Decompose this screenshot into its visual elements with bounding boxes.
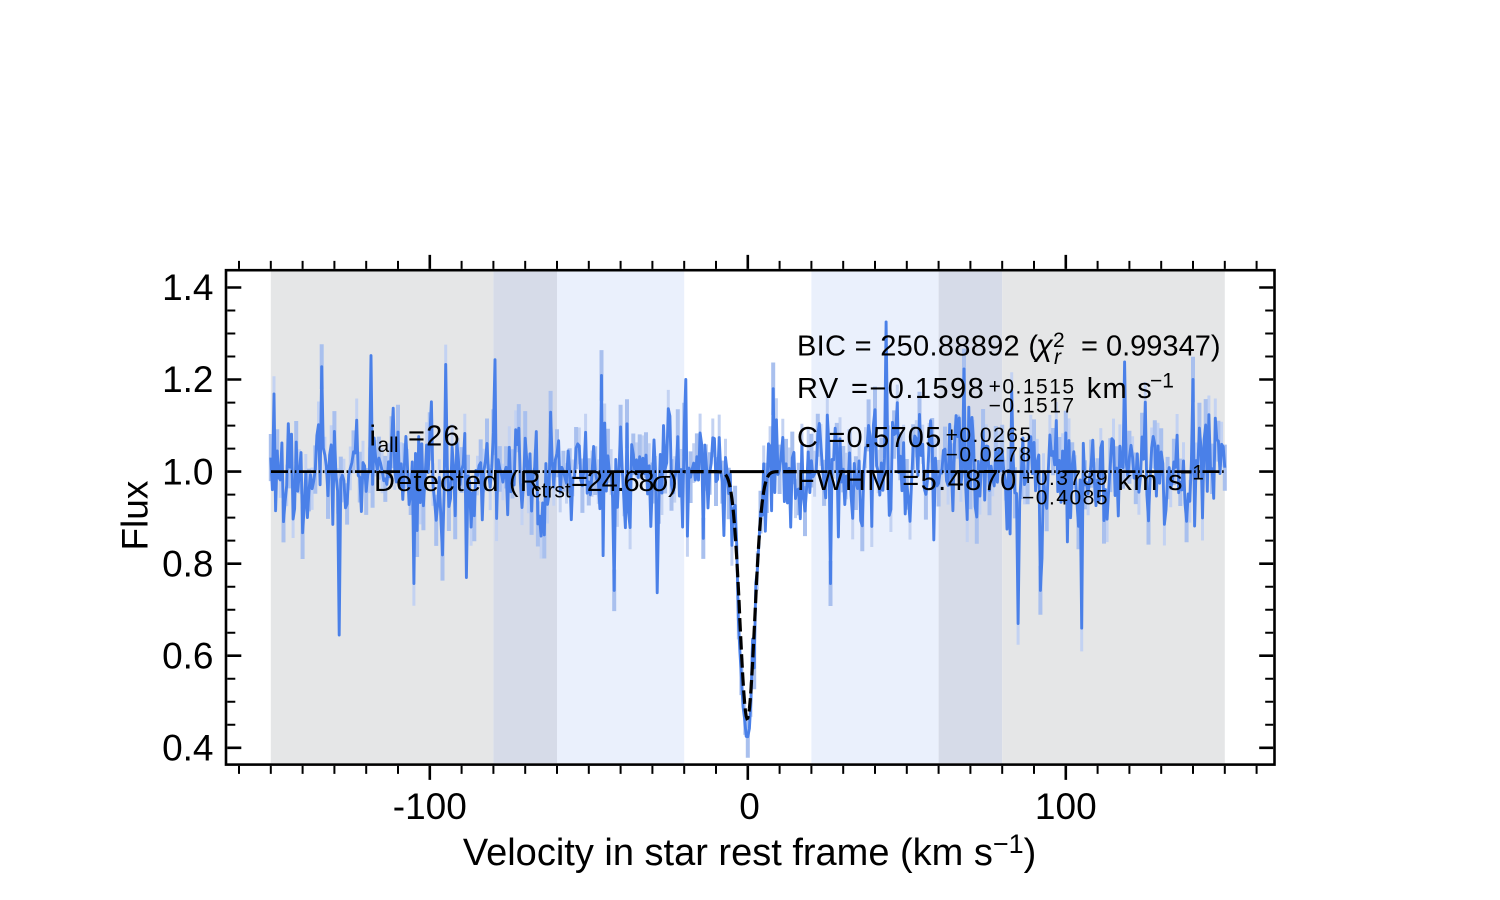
svg-text:km s: km s	[1117, 465, 1183, 497]
svg-text:100: 100	[1035, 786, 1097, 827]
svg-text:i: i	[370, 421, 376, 453]
svg-text:=−0.1598: =−0.1598	[851, 373, 985, 405]
svg-text:0.6: 0.6	[162, 635, 213, 676]
svg-text:σ: σ	[652, 466, 671, 498]
svg-text:km s: km s	[1087, 373, 1153, 405]
svg-text:+0.3789: +0.3789	[1022, 467, 1109, 490]
svg-text:−0.4085: −0.4085	[1022, 487, 1109, 510]
svg-text:1.2: 1.2	[162, 359, 213, 400]
svg-text:C =0.5705: C =0.5705	[797, 422, 942, 454]
svg-text:0: 0	[739, 786, 760, 827]
svg-text:Flux: Flux	[115, 480, 156, 550]
svg-text:FWHM =5.4870: FWHM =5.4870	[797, 465, 1018, 497]
svg-text:1.4: 1.4	[162, 267, 213, 308]
svg-text:1.0: 1.0	[162, 451, 213, 492]
svg-text:BIC = 250.88892 (: BIC = 250.88892 (	[797, 331, 1038, 363]
svg-text:r: r	[1054, 346, 1062, 369]
svg-text:= 0.99347): = 0.99347)	[1081, 331, 1220, 363]
svg-text:+0.0265: +0.0265	[946, 424, 1033, 447]
svg-text:=24.68: =24.68	[571, 466, 653, 498]
svg-text:RV: RV	[797, 373, 840, 405]
svg-text:-100: -100	[393, 786, 467, 827]
svg-text:2: 2	[1053, 329, 1065, 352]
svg-text:−1: −1	[1180, 462, 1204, 485]
svg-text:χ: χ	[1033, 328, 1054, 363]
svg-text:0.8: 0.8	[162, 543, 213, 584]
svg-text:Detected (R: Detected (R	[374, 466, 542, 498]
svg-text:ctrst: ctrst	[531, 480, 571, 503]
svg-text:0.4: 0.4	[162, 728, 213, 769]
svg-text:Velocity in star rest frame (k: Velocity in star rest frame (km s−1)	[463, 829, 1036, 874]
svg-text:=26: =26	[408, 421, 461, 453]
svg-text:+0.1515: +0.1515	[989, 376, 1076, 399]
svg-text:−0.1517: −0.1517	[989, 395, 1076, 418]
svg-text:all: all	[378, 434, 399, 457]
svg-text:): )	[668, 466, 678, 498]
svg-text:−1: −1	[1150, 370, 1174, 393]
svg-text:−0.0278: −0.0278	[946, 444, 1033, 467]
